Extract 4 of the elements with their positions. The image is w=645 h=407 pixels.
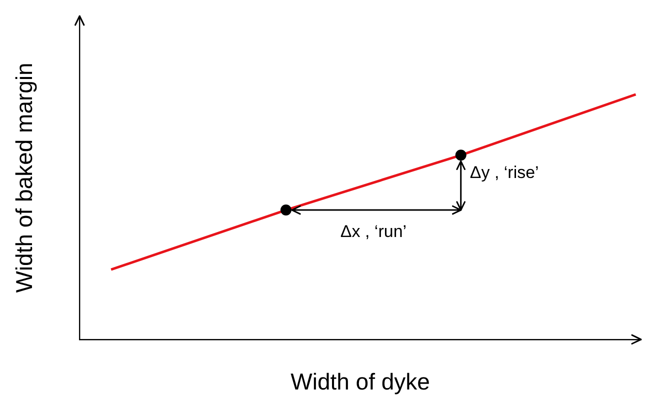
annotation: Δy , ‘rise’ bbox=[470, 162, 539, 183]
y-axis-title: Width of baked margin bbox=[11, 62, 38, 293]
x-axis-title: Width of dyke bbox=[290, 368, 430, 395]
annotation: Δx , ‘run’ bbox=[340, 222, 407, 242]
